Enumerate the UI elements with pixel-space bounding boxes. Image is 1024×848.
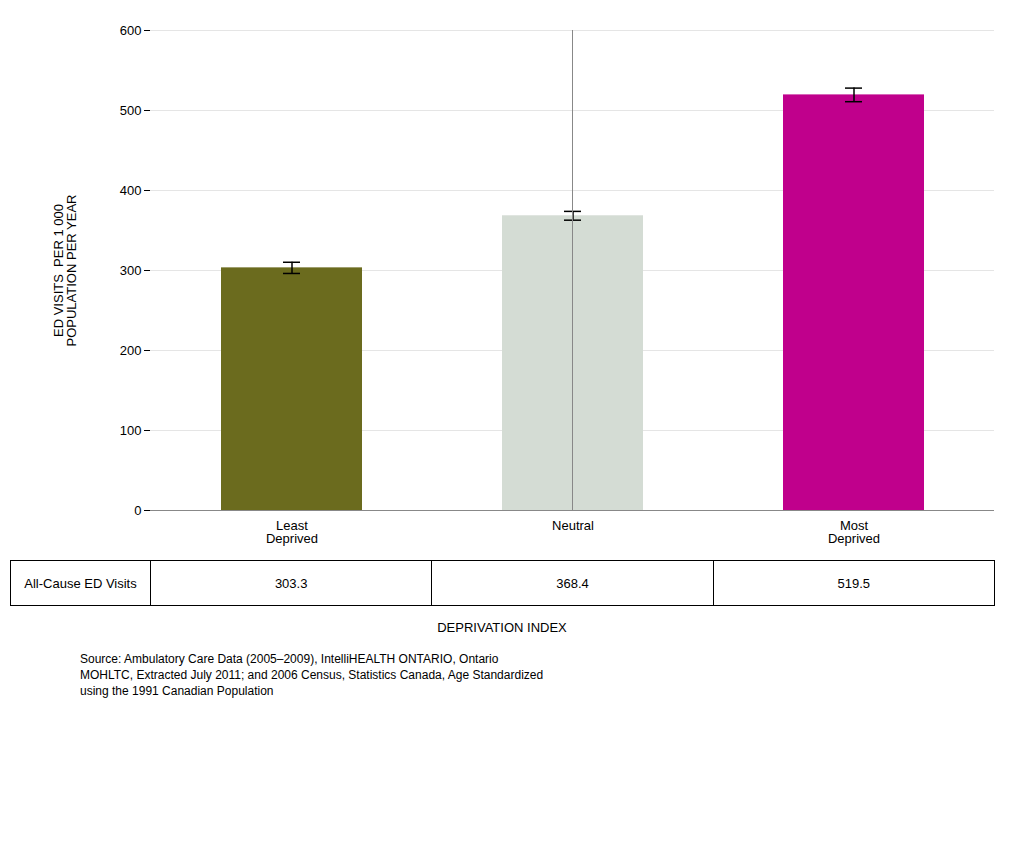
html-text:DEPRIVATION INDEX: DEPRIVATION INDEX (437, 620, 567, 635)
svg-text:500: 500 (120, 103, 142, 118)
html-text:519.5: 519.5 (837, 575, 871, 591)
html-text:303.3: 303.3 (274, 575, 308, 591)
svg-text:200: 200 (120, 343, 142, 358)
html-text:All-Cause ED Visits: All-Cause ED Visits (24, 575, 137, 591)
html-text:368.4: 368.4 (556, 575, 589, 591)
svg-text:MostDeprived: MostDeprived (828, 518, 880, 546)
svg-text:0: 0 (134, 503, 141, 518)
svg-text:LeastDeprived: LeastDeprived (266, 518, 318, 546)
svg-text:300: 300 (120, 263, 142, 278)
svg-text:600: 600 (120, 23, 142, 38)
svg-text:400: 400 (120, 183, 142, 198)
html-text:Source: Ambulatory Care Data (: Source: Ambulatory Care Data (2005–2009)… (80, 652, 544, 699)
svg-text:100: 100 (120, 423, 142, 438)
svg-text:ED VISITS PER 1 000POPULATION: ED VISITS PER 1 000POPULATION PER YEAR (51, 195, 79, 347)
svg-text:Neutral: Neutral (552, 518, 594, 533)
